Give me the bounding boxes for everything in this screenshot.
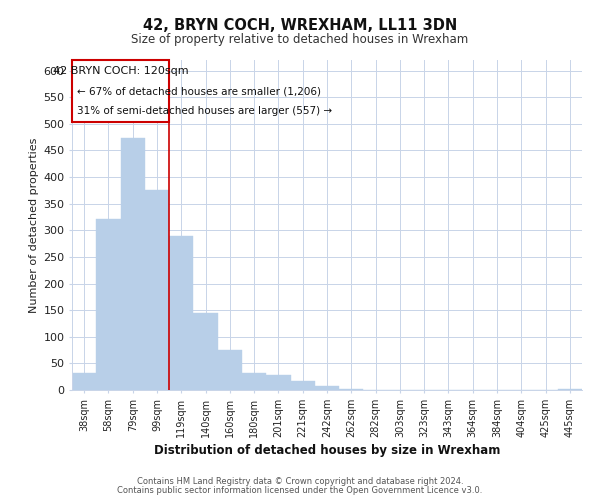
Bar [315, 386, 339, 390]
Bar [72, 373, 96, 390]
Text: Size of property relative to detached houses in Wrexham: Size of property relative to detached ho… [131, 32, 469, 46]
X-axis label: Distribution of detached houses by size in Wrexham: Distribution of detached houses by size … [154, 444, 500, 457]
Bar [193, 313, 218, 390]
FancyBboxPatch shape [72, 60, 169, 122]
Bar [266, 374, 290, 390]
Bar [169, 236, 193, 390]
Y-axis label: Number of detached properties: Number of detached properties [29, 138, 39, 312]
Text: 31% of semi-detached houses are larger (557) →: 31% of semi-detached houses are larger (… [77, 106, 332, 116]
Bar [145, 190, 169, 390]
Bar [290, 382, 315, 390]
Text: Contains HM Land Registry data © Crown copyright and database right 2024.: Contains HM Land Registry data © Crown c… [137, 478, 463, 486]
Text: Contains public sector information licensed under the Open Government Licence v3: Contains public sector information licen… [118, 486, 482, 495]
Bar [218, 350, 242, 390]
Bar [242, 373, 266, 390]
Bar [558, 389, 582, 390]
Text: 42, BRYN COCH, WREXHAM, LL11 3DN: 42, BRYN COCH, WREXHAM, LL11 3DN [143, 18, 457, 32]
Bar [121, 138, 145, 390]
Bar [96, 218, 121, 390]
Text: ← 67% of detached houses are smaller (1,206): ← 67% of detached houses are smaller (1,… [77, 86, 321, 96]
Text: 42 BRYN COCH: 120sqm: 42 BRYN COCH: 120sqm [53, 66, 188, 76]
